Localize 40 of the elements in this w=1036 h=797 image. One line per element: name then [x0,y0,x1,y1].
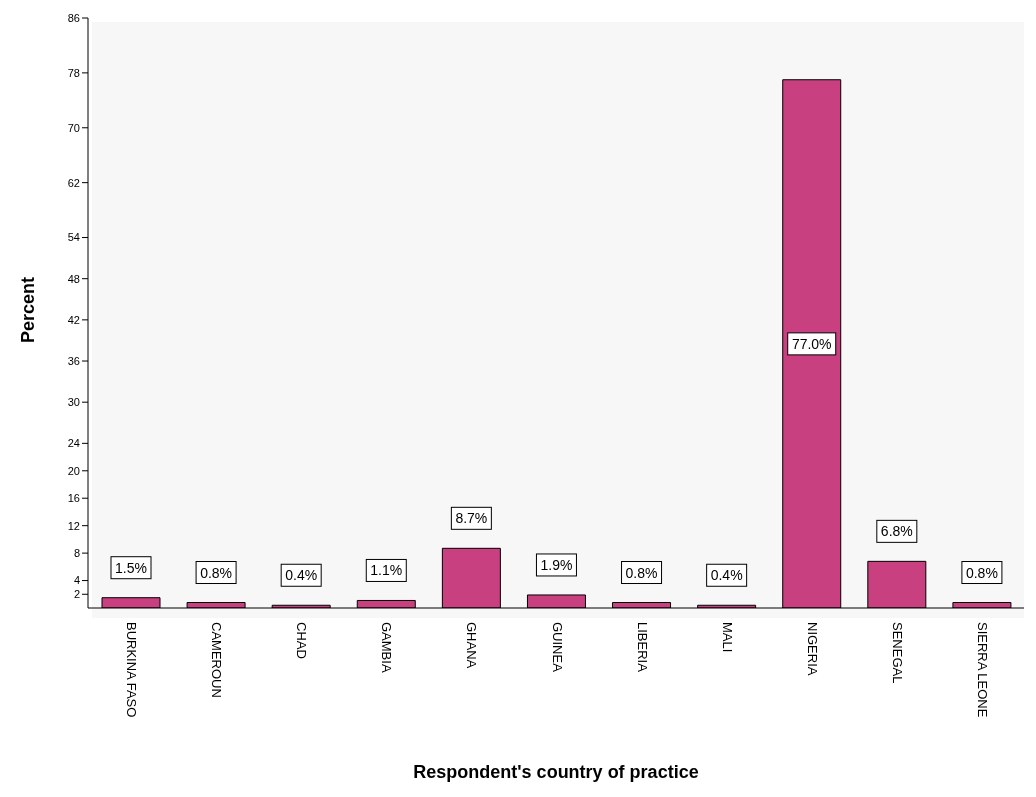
y-tick-label: 36 [67,354,80,367]
x-axis-title: Respondent's country of practice [413,762,699,782]
data-label: 0.4% [710,567,743,584]
x-tick-label: CAMEROUN [209,622,225,698]
x-tick-label: SIERRA LEONE [975,622,991,718]
y-tick-label: 86 [67,11,80,24]
data-label: 0.4% [285,567,318,584]
y-tick-label: 54 [67,231,80,244]
x-tick-label: GHANA [464,622,480,669]
y-tick-label: 20 [67,464,80,477]
y-tick-label: 24 [67,437,80,450]
data-label: 6.8% [880,523,913,540]
y-tick-label: 16 [67,492,80,505]
y-tick-label: 30 [67,396,80,409]
x-tick-label: NIGERIA [804,622,820,676]
y-tick-label: 48 [67,272,80,285]
data-label: 8.7% [455,510,488,527]
y-tick-label: 8 [73,547,80,560]
data-label: 0.8% [625,564,658,581]
y-axis-title: Percent [18,276,39,343]
y-tick-label: 2 [73,588,80,601]
data-label: 0.8% [965,564,998,581]
x-tick-label: MALI [719,622,735,653]
y-tick-label: 12 [67,519,80,532]
data-label: 1.9% [540,556,573,573]
data-label: 77.0% [791,335,832,352]
x-tick-label: SENEGAL [889,622,905,684]
y-tick-label: 78 [67,66,80,79]
x-tick-label: CHAD [294,622,310,659]
data-label: 1.5% [115,559,147,576]
data-label: 1.1% [370,562,403,579]
x-tick-label: BURKINA FASO [124,622,140,718]
y-tick-label: 62 [67,176,80,189]
y-tick-label: 4 [73,574,80,587]
y-tick-label: 42 [67,313,80,326]
x-tick-label: GAMBIA [379,622,395,673]
x-tick-label: LIBERIA [634,622,650,673]
data-label: 0.8% [200,564,233,581]
y-tick-label: 70 [67,121,80,134]
x-tick-label: GUINEA [549,622,565,673]
